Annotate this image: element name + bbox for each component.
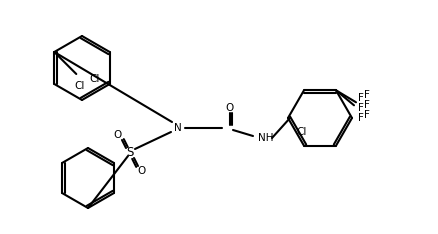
Text: O: O: [138, 166, 146, 176]
Text: Cl: Cl: [297, 127, 307, 137]
Text: F: F: [358, 103, 364, 113]
Text: N: N: [174, 123, 182, 133]
Text: O: O: [226, 103, 234, 113]
Text: F: F: [364, 90, 370, 100]
Text: F: F: [364, 100, 370, 110]
Text: S: S: [126, 146, 134, 160]
Text: Cl: Cl: [89, 74, 100, 84]
Text: F: F: [358, 93, 364, 103]
Text: F: F: [358, 113, 364, 123]
Text: NH: NH: [258, 133, 273, 143]
Text: O: O: [114, 130, 122, 140]
Text: F: F: [364, 110, 370, 120]
Text: Cl: Cl: [75, 81, 85, 91]
